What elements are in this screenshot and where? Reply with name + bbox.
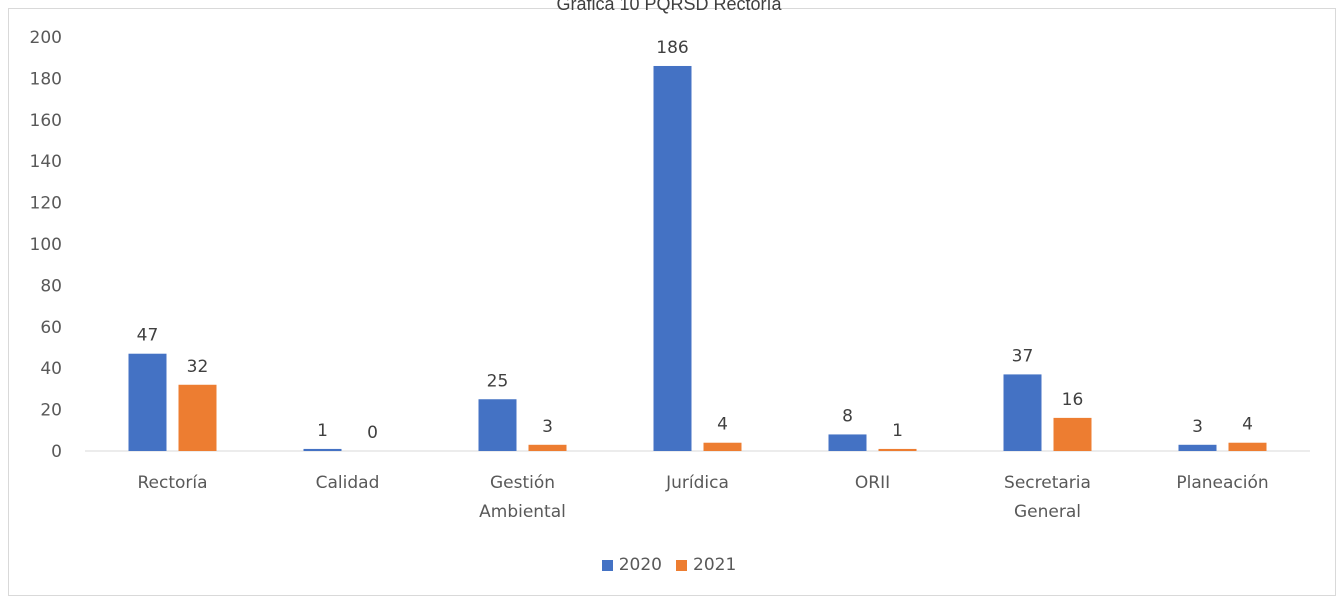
data-label-2020: 3	[1192, 417, 1203, 437]
data-label-2021: 16	[1062, 390, 1084, 410]
bar-2020	[478, 399, 517, 451]
category-label: Planeación	[1176, 473, 1268, 493]
category-label: ORII	[855, 473, 890, 493]
data-label-2020: 1	[317, 421, 328, 441]
bar-2020	[1003, 374, 1042, 451]
data-label-2021: 0	[367, 423, 378, 443]
legend-swatch-2020	[601, 559, 613, 571]
data-label-2021: 32	[187, 357, 209, 377]
chart-legend: 2020 2021	[0, 555, 1338, 575]
bar-2021	[178, 384, 217, 451]
data-label-2020: 37	[1012, 346, 1034, 366]
bar-2020	[1178, 444, 1217, 451]
legend-item-2020: 2020	[601, 555, 662, 575]
y-tick-label: 60	[40, 318, 62, 338]
bar-2021	[878, 448, 917, 451]
y-tick-label: 40	[40, 359, 62, 379]
category-label: Ambiental	[479, 502, 566, 522]
y-tick-label: 20	[40, 401, 62, 421]
data-label-2020: 186	[656, 38, 688, 58]
legend-label-2021: 2021	[693, 555, 737, 575]
bar-2020	[828, 434, 867, 451]
category-label: Jurídica	[665, 473, 729, 493]
bar-2020	[303, 448, 342, 451]
category-label: General	[1014, 502, 1081, 522]
y-tick-label: 80	[40, 276, 62, 296]
data-label-2021: 1	[892, 421, 903, 441]
category-label: Gestión	[490, 473, 555, 493]
y-tick-label: 0	[51, 442, 62, 462]
legend-label-2020: 2020	[618, 555, 662, 575]
y-tick-label: 180	[30, 69, 62, 89]
data-label-2020: 25	[487, 371, 509, 391]
y-tick-label: 140	[30, 152, 62, 172]
bar-2020	[653, 65, 692, 451]
data-label-2021: 3	[542, 417, 553, 437]
category-label: Rectoría	[137, 473, 207, 493]
bar-2021	[703, 442, 742, 451]
bar-2021	[1053, 417, 1092, 451]
y-tick-label: 120	[30, 194, 62, 214]
bar-2021	[1228, 442, 1267, 451]
y-tick-label: 160	[30, 111, 62, 131]
data-label-2021: 4	[717, 415, 728, 435]
y-tick-label: 100	[30, 235, 62, 255]
data-label-2021: 4	[1242, 415, 1253, 435]
bar-2021	[528, 444, 567, 451]
legend-swatch-2021	[676, 559, 687, 571]
category-label: Secretaria	[1004, 473, 1091, 493]
legend-item-2021: 2021	[676, 555, 736, 575]
category-label: Calidad	[316, 473, 380, 493]
data-label-2020: 8	[842, 406, 853, 426]
y-tick-label: 200	[30, 28, 62, 48]
bar-2020	[128, 353, 167, 451]
data-label-2020: 47	[137, 326, 159, 346]
chart-title: Gráfica 10 PQRSD Rectoría	[556, 0, 782, 14]
